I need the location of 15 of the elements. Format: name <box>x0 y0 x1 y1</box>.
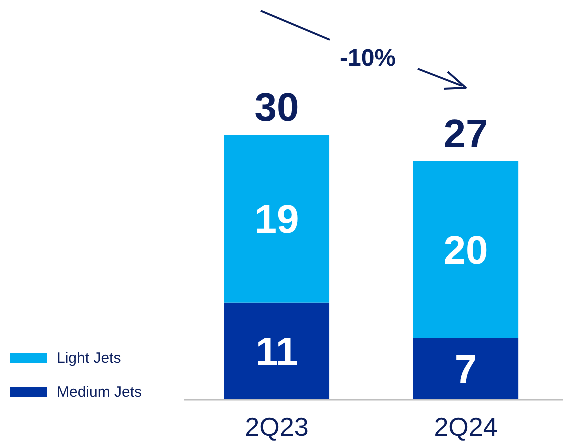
total-label: 27 <box>444 112 488 156</box>
bar <box>224 302 330 400</box>
text: -10% <box>340 45 396 72</box>
data-label: 7 <box>454 348 478 392</box>
x-tick-label: 2Q24 <box>434 412 498 442</box>
total-label: 30 <box>254 86 300 130</box>
x-tick-label: 2Q23 <box>245 412 309 442</box>
bar <box>413 162 519 338</box>
data-label: 11 <box>256 330 298 374</box>
legend-label: Light Jets <box>57 350 122 367</box>
data-label: 20 <box>444 228 488 273</box>
bar <box>224 135 330 303</box>
bar <box>413 338 519 400</box>
legend-label: Medium Jets <box>57 384 142 401</box>
data-label: 19 <box>254 198 300 242</box>
